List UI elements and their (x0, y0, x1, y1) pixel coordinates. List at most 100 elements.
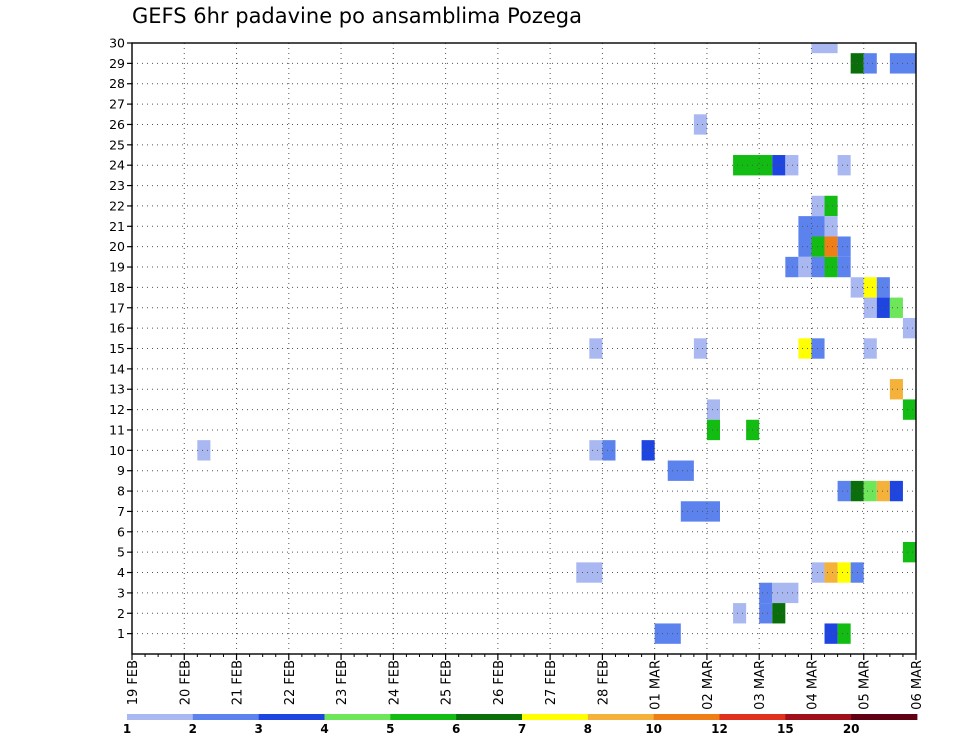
y-tick-label: 29 (109, 56, 125, 71)
x-tick-label: 27 FEB (544, 660, 559, 705)
x-tick-label: 06 MAR (910, 660, 925, 710)
heatmap-cell (837, 623, 851, 644)
heatmap-cell (706, 419, 720, 441)
colorbar-layer: 1 2 3 4 5 6 7 8 10 12 15 20 (123, 714, 918, 736)
heatmap-cell (837, 256, 851, 278)
heatmap-cell (785, 256, 799, 278)
heatmap-cell (876, 277, 890, 298)
heatmap-cell (889, 480, 903, 502)
y-tick-label: 10 (109, 443, 125, 458)
y-tick-label: 26 (109, 117, 125, 132)
y-tick-label: 28 (109, 76, 125, 91)
heatmap-cell (837, 480, 851, 502)
chart-title: GEFS 6hr padavine po ansamblima Pozega (132, 4, 583, 28)
heatmap-cell (798, 216, 825, 237)
heatmap-cell (811, 195, 825, 217)
heatmap-cell (876, 480, 890, 502)
heatmap-cell (811, 236, 825, 257)
heatmap-cell (824, 216, 838, 237)
heatmap-cell (772, 603, 786, 624)
x-tick-label: 05 MAR (858, 660, 873, 710)
y-tick-label: 25 (109, 137, 125, 152)
heatmap-cell (798, 338, 812, 359)
x-tick-label: 03 MAR (753, 660, 768, 710)
y-tick-label: 3 (117, 585, 125, 600)
heatmap-cell (811, 562, 825, 583)
y-tick-label: 7 (117, 504, 125, 519)
heatmap-cell (785, 155, 799, 176)
heatmap-cell (798, 236, 812, 257)
heatmap-cell (759, 582, 773, 604)
colorbar-swatch (192, 714, 260, 720)
x-tick-label: 26 FEB (492, 660, 507, 705)
x-tick-label: 02 MAR (701, 660, 716, 710)
colorbar-label: 10 (645, 722, 662, 736)
colorbar-label: 3 (254, 722, 262, 736)
y-tick-label: 30 (109, 36, 125, 51)
x-tick-label: 25 FEB (440, 660, 455, 705)
heatmap-cell (863, 53, 877, 74)
colorbar-swatch (587, 714, 655, 720)
colorbar-label: 5 (386, 722, 394, 736)
colorbar-swatch (390, 714, 457, 720)
colorbar-swatch (127, 714, 194, 720)
heatmap-cell (902, 541, 916, 563)
colorbar-swatch (456, 714, 523, 720)
heatmap-cell (641, 440, 655, 461)
x-tick-label: 28 FEB (596, 660, 611, 705)
colorbar-swatch (522, 714, 589, 720)
heatmap-cell (824, 195, 838, 217)
y-tick-label: 24 (109, 158, 125, 173)
axis-layer: 1234567891011121314151617181920212223242… (109, 36, 925, 710)
colorbar-label: 1 (123, 722, 131, 736)
heatmap-cell (889, 379, 903, 400)
colorbar-label: 8 (584, 722, 592, 736)
heatmap-cell (667, 460, 694, 481)
heatmap-cell (576, 562, 603, 583)
y-tick-label: 21 (109, 219, 125, 234)
y-tick-label: 18 (109, 280, 125, 295)
colorbar-label: 4 (320, 722, 328, 736)
heatmap-cell (197, 440, 211, 461)
y-tick-label: 15 (109, 341, 125, 356)
heatmap-cell (824, 562, 838, 583)
heatmap-cell (902, 399, 916, 420)
heatmap-cell (889, 297, 903, 318)
colorbar-label: 20 (843, 722, 860, 736)
heatmap-cell (863, 338, 877, 359)
x-tick-label: 24 FEB (387, 660, 402, 705)
heatmap-cell (824, 623, 838, 644)
grid-layer (132, 43, 916, 654)
x-tick-label: 04 MAR (805, 660, 820, 710)
heatmap-cell (863, 480, 877, 502)
colorbar-label: 2 (189, 722, 197, 736)
y-tick-label: 20 (109, 239, 125, 254)
heatmap-cell (706, 399, 720, 420)
heatmap-cell (863, 277, 877, 298)
y-tick-label: 17 (109, 300, 125, 315)
heatmap-cell (837, 155, 851, 176)
heatmap-cell (798, 256, 812, 278)
x-tick-label: 19 FEB (126, 660, 141, 705)
y-tick-label: 27 (109, 97, 125, 112)
colorbar-swatch (785, 714, 852, 720)
heatmap-cell (693, 114, 707, 135)
colorbar-label: 6 (452, 722, 460, 736)
colorbar-label: 7 (518, 722, 526, 736)
heatmap-cell (733, 603, 747, 624)
y-tick-label: 11 (109, 422, 125, 437)
heatmap-cell (680, 501, 720, 522)
heatmap-cell (811, 43, 838, 54)
cells-layer (197, 43, 916, 644)
colorbar-swatch (653, 714, 720, 720)
y-tick-label: 2 (117, 606, 125, 621)
heatmap-cell (589, 440, 603, 461)
y-tick-label: 22 (109, 198, 125, 213)
colorbar-swatch (258, 714, 325, 720)
heatmap-cell (772, 155, 786, 176)
colorbar-swatch (851, 714, 918, 720)
heatmap-cell (602, 440, 616, 461)
x-tick-label: 21 FEB (231, 660, 246, 705)
heatmap-cell (759, 603, 773, 624)
heatmap-cell (811, 256, 825, 278)
